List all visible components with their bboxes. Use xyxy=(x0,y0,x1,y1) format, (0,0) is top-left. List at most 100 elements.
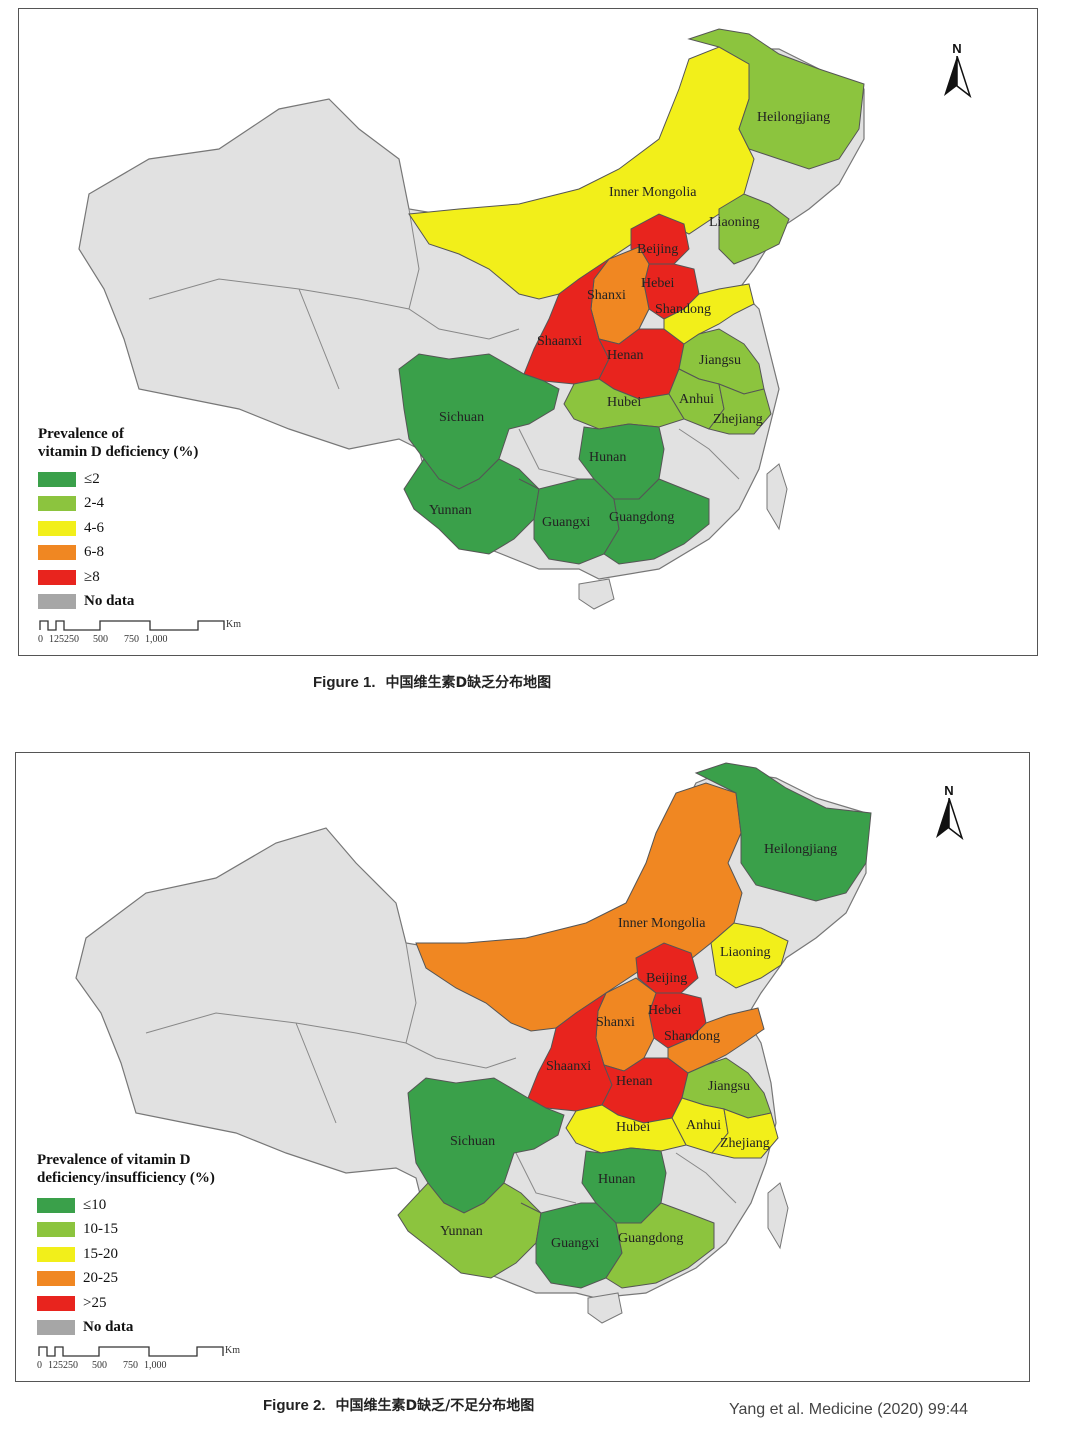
label-inner-mongolia: Inner Mongolia xyxy=(618,916,706,931)
province-guangdong xyxy=(603,478,710,565)
hainan-island xyxy=(578,578,615,610)
label-jiangsu: Jiangsu xyxy=(708,1079,750,1094)
scale-bar-graphic xyxy=(38,1346,224,1357)
scale-tick: 750 xyxy=(123,1360,138,1371)
map-canvas: Heilongjiang Inner Mongolia Liaoning Bei… xyxy=(78,28,865,610)
north-label: N xyxy=(944,783,954,798)
nodata-borders xyxy=(145,942,737,1204)
scale-tick: 1,000 xyxy=(145,634,168,645)
north-arrow: N xyxy=(939,41,975,101)
province-hubei xyxy=(563,378,685,430)
hainan-island xyxy=(587,1292,623,1324)
map-figure-1: Heilongjiang Inner Mongolia Liaoning Bei… xyxy=(18,8,1038,656)
label-heilongjiang: Heilongjiang xyxy=(764,842,837,857)
label-heilongjiang: Heilongjiang xyxy=(757,110,830,125)
taiwan-island xyxy=(766,463,788,531)
map-canvas: Heilongjiang Inner Mongolia Liaoning Bei… xyxy=(75,762,872,1324)
label-shaanxi: Shaanxi xyxy=(546,1059,591,1074)
province-shandong xyxy=(663,283,755,345)
legend-title-line1: Prevalence of vitamin D xyxy=(37,1152,191,1168)
caption-text: 中国维生素D缺乏分布地图 xyxy=(385,675,552,691)
legend-label: 20-25 xyxy=(83,1270,118,1287)
legend-label: ≥8 xyxy=(84,568,100,585)
legend-item: >25 xyxy=(37,1291,215,1316)
scale-labels: 0 125250 500 750 1,000 xyxy=(38,634,228,645)
label-beijing: Beijing xyxy=(637,242,678,257)
legend-label: ≤10 xyxy=(83,1196,107,1213)
legend-item: No data xyxy=(38,590,198,615)
label-shanxi: Shanxi xyxy=(587,288,626,303)
legend-swatch xyxy=(37,1197,75,1213)
province-zhejiang xyxy=(711,1108,779,1159)
legend-item: 4-6 xyxy=(38,516,198,541)
label-zhejiang: Zhejiang xyxy=(720,1136,770,1151)
figure-1-caption: Figure 1. 中国维生素D缺乏分布地图 xyxy=(313,672,551,692)
legend-swatch xyxy=(38,569,76,585)
north-arrow: N xyxy=(931,783,967,843)
legend-item: 10-15 xyxy=(37,1218,215,1243)
label-hunan: Hunan xyxy=(589,450,626,465)
label-shandong: Shandong xyxy=(664,1029,720,1044)
legend-swatch xyxy=(38,594,76,610)
label-guangdong: Guangdong xyxy=(618,1231,683,1246)
legend-swatch xyxy=(37,1271,75,1287)
label-anhui: Anhui xyxy=(679,392,714,407)
figure-2-caption: Figure 2. 中国维生素D缺乏/不足分布地图 xyxy=(263,1395,534,1415)
province-sichuan xyxy=(398,353,560,490)
legend-item: 15-20 xyxy=(37,1242,215,1267)
legend-label: 2-4 xyxy=(84,495,104,512)
legend-label: 10-15 xyxy=(83,1221,118,1238)
scale-tick: 1,000 xyxy=(144,1360,167,1371)
scale-tick: 125250 xyxy=(49,634,79,645)
north-label: N xyxy=(952,41,962,56)
legend-title: Prevalence of vitamin D deficiency/insuf… xyxy=(37,1151,215,1187)
label-liaoning: Liaoning xyxy=(709,215,760,230)
province-liaoning xyxy=(718,193,790,265)
label-guangxi: Guangxi xyxy=(551,1236,599,1251)
legend-label: 15-20 xyxy=(83,1245,118,1262)
legend-item: ≤2 xyxy=(38,467,198,492)
label-guangxi: Guangxi xyxy=(542,515,590,530)
scale-tick: 125250 xyxy=(48,1360,78,1371)
label-inner-mongolia: Inner Mongolia xyxy=(609,185,697,200)
scale-tick: 500 xyxy=(93,634,108,645)
taiwan-island xyxy=(767,1182,789,1250)
label-yunnan: Yunnan xyxy=(429,503,472,518)
province-shandong xyxy=(667,1007,765,1074)
legend-title-line2: vitamin D deficiency (%) xyxy=(38,444,199,460)
label-liaoning: Liaoning xyxy=(720,945,771,960)
legend-label: No data xyxy=(84,593,135,610)
legend-swatch xyxy=(37,1295,75,1311)
legend: Prevalence of vitamin D deficiency (%) ≤… xyxy=(38,425,198,614)
scale-labels: 0 125250 500 750 1,000 xyxy=(37,1360,227,1371)
nodata-borders xyxy=(148,208,740,480)
north-arrow-icon xyxy=(936,797,964,841)
label-yunnan: Yunnan xyxy=(440,1224,483,1239)
legend: Prevalence of vitamin D deficiency/insuf… xyxy=(37,1151,215,1340)
label-shaanxi: Shaanxi xyxy=(537,334,582,349)
label-hebei: Hebei xyxy=(648,1003,682,1018)
legend-swatch xyxy=(37,1246,75,1262)
caption-label: Figure 2. xyxy=(263,1397,326,1414)
province-guangdong xyxy=(605,1202,715,1289)
label-hunan: Hunan xyxy=(598,1172,635,1187)
label-guangdong: Guangdong xyxy=(609,510,674,525)
scale-bar-graphic xyxy=(39,620,225,631)
legend-title-line1: Prevalence of xyxy=(38,426,124,442)
label-shanxi: Shanxi xyxy=(596,1015,635,1030)
label-henan: Henan xyxy=(616,1074,653,1089)
legend-item: No data xyxy=(37,1316,215,1341)
map-figure-2: Heilongjiang Inner Mongolia Liaoning Bei… xyxy=(15,752,1030,1382)
legend-title: Prevalence of vitamin D deficiency (%) xyxy=(38,425,198,461)
legend-swatch xyxy=(38,471,76,487)
scale-unit: Km xyxy=(226,619,241,630)
label-sichuan: Sichuan xyxy=(450,1134,495,1149)
label-hebei: Hebei xyxy=(641,276,675,291)
label-beijing: Beijing xyxy=(646,971,687,986)
scale-tick: 0 xyxy=(38,634,43,645)
legend-label: >25 xyxy=(83,1294,107,1311)
legend-swatch xyxy=(37,1320,75,1336)
label-henan: Henan xyxy=(607,348,644,363)
province-liaoning xyxy=(710,922,789,989)
legend-swatch xyxy=(38,545,76,561)
